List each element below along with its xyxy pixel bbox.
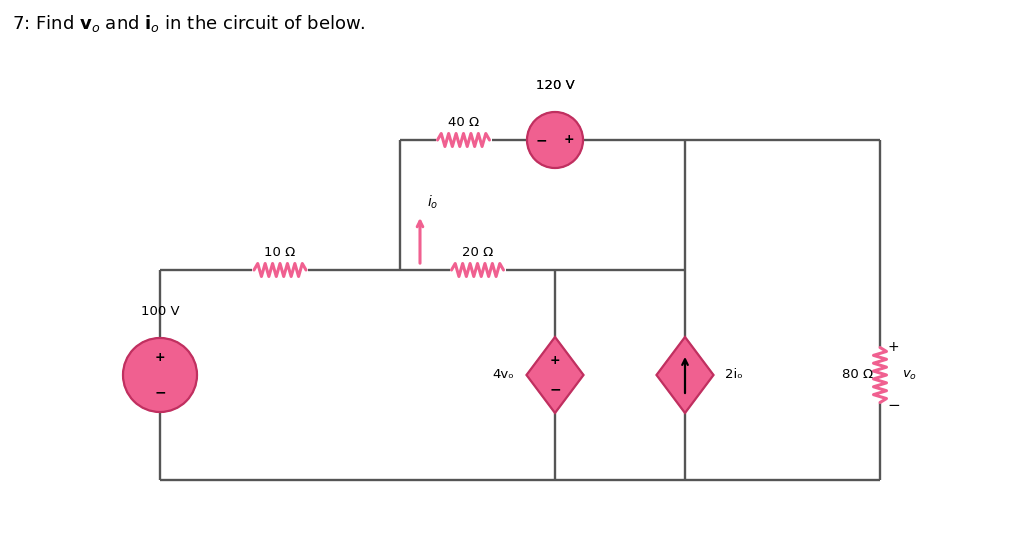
Text: −: − xyxy=(536,133,547,147)
Text: 10 Ω: 10 Ω xyxy=(264,246,296,260)
Text: 4vₒ: 4vₒ xyxy=(493,369,514,381)
Text: +: + xyxy=(887,340,899,354)
Text: $v_o$: $v_o$ xyxy=(902,369,918,381)
Text: 120 V: 120 V xyxy=(536,79,574,92)
Text: −: − xyxy=(549,382,561,396)
Text: −: − xyxy=(155,386,166,400)
Text: 120 V: 120 V xyxy=(536,79,574,92)
Text: 7: Find $\mathbf{v}_o$ and $\mathbf{i}_o$ in the circuit of below.: 7: Find $\mathbf{v}_o$ and $\mathbf{i}_o… xyxy=(12,13,366,34)
Text: −: − xyxy=(887,397,900,412)
Text: 40 Ω: 40 Ω xyxy=(447,117,479,129)
Text: +: + xyxy=(550,354,560,367)
Circle shape xyxy=(123,338,197,412)
Text: 20 Ω: 20 Ω xyxy=(462,246,494,260)
Text: 2iₒ: 2iₒ xyxy=(725,369,743,381)
Text: $i_o$: $i_o$ xyxy=(427,194,438,211)
Text: +: + xyxy=(563,134,574,147)
Circle shape xyxy=(527,112,583,168)
Text: +: + xyxy=(155,351,165,364)
Text: 100 V: 100 V xyxy=(140,305,179,318)
Polygon shape xyxy=(526,337,584,413)
Text: 80 Ω: 80 Ω xyxy=(843,369,873,381)
Polygon shape xyxy=(656,337,714,413)
